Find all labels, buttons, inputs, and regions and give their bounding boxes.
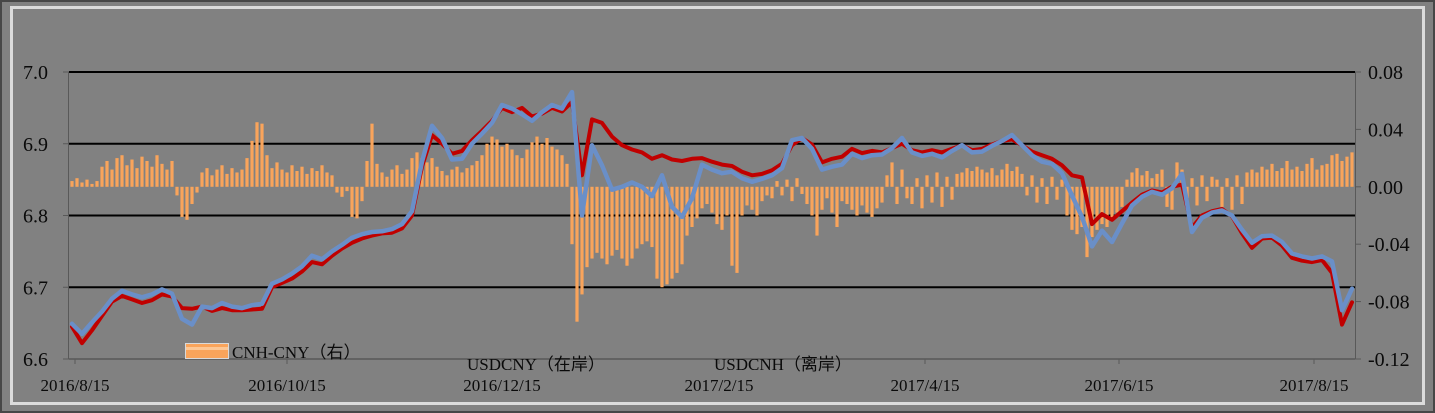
axis-labels: 7.0 6.9 6.8 6.7 6.6 0.08 0.04 0.00 -0.04 -0.08 -0.… xyxy=(23,62,1410,395)
right-axis-label: 0.04 xyxy=(1368,119,1403,141)
left-axis-label: 6.9 xyxy=(23,134,48,156)
usdcny-line xyxy=(70,100,1354,346)
right-axis-label: -0.04 xyxy=(1368,234,1410,256)
right-axis-label: 0.00 xyxy=(1368,177,1403,199)
bar-series-swatch xyxy=(185,342,229,359)
date-axis-label: 2016/12/15 xyxy=(463,376,540,395)
legend-label-usdcny: USDCNY（在岸） xyxy=(467,355,605,374)
gridlines xyxy=(69,71,1355,360)
date-axis-label: 2017/8/15 xyxy=(1280,376,1349,395)
right-axis-label: 0.08 xyxy=(1368,62,1403,84)
right-axis-label: -0.12 xyxy=(1368,349,1410,371)
left-axis-label: 6.6 xyxy=(23,349,48,371)
date-axis-label: 2017/6/15 xyxy=(1085,376,1154,395)
date-axis-label: 2016/8/15 xyxy=(41,376,110,395)
legend-item-usdcnh: USDCNH（离岸） xyxy=(714,350,852,375)
legend-item-usdcny: USDCNY（在岸） xyxy=(467,350,605,375)
legend-label-cnh-cny: CNH-CNY（右） xyxy=(232,343,361,362)
date-axis-label: 2017/4/15 xyxy=(891,376,960,395)
left-axis-label: 6.8 xyxy=(23,206,48,228)
axis-lines xyxy=(63,71,1361,364)
spread-bars xyxy=(70,122,1354,322)
legend-item-cnh-cny-spread: CNH-CNY（右） xyxy=(185,338,360,363)
right-axis-label: -0.08 xyxy=(1368,292,1410,314)
date-axis-label: 2016/10/15 xyxy=(248,376,325,395)
usdcnh-line xyxy=(69,89,1355,337)
left-axis-label: 7.0 xyxy=(23,62,48,84)
date-axis-label: 2017/2/15 xyxy=(685,376,754,395)
left-axis-label: 6.7 xyxy=(23,277,48,299)
legend-label-usdcnh: USDCNH（离岸） xyxy=(714,355,852,374)
